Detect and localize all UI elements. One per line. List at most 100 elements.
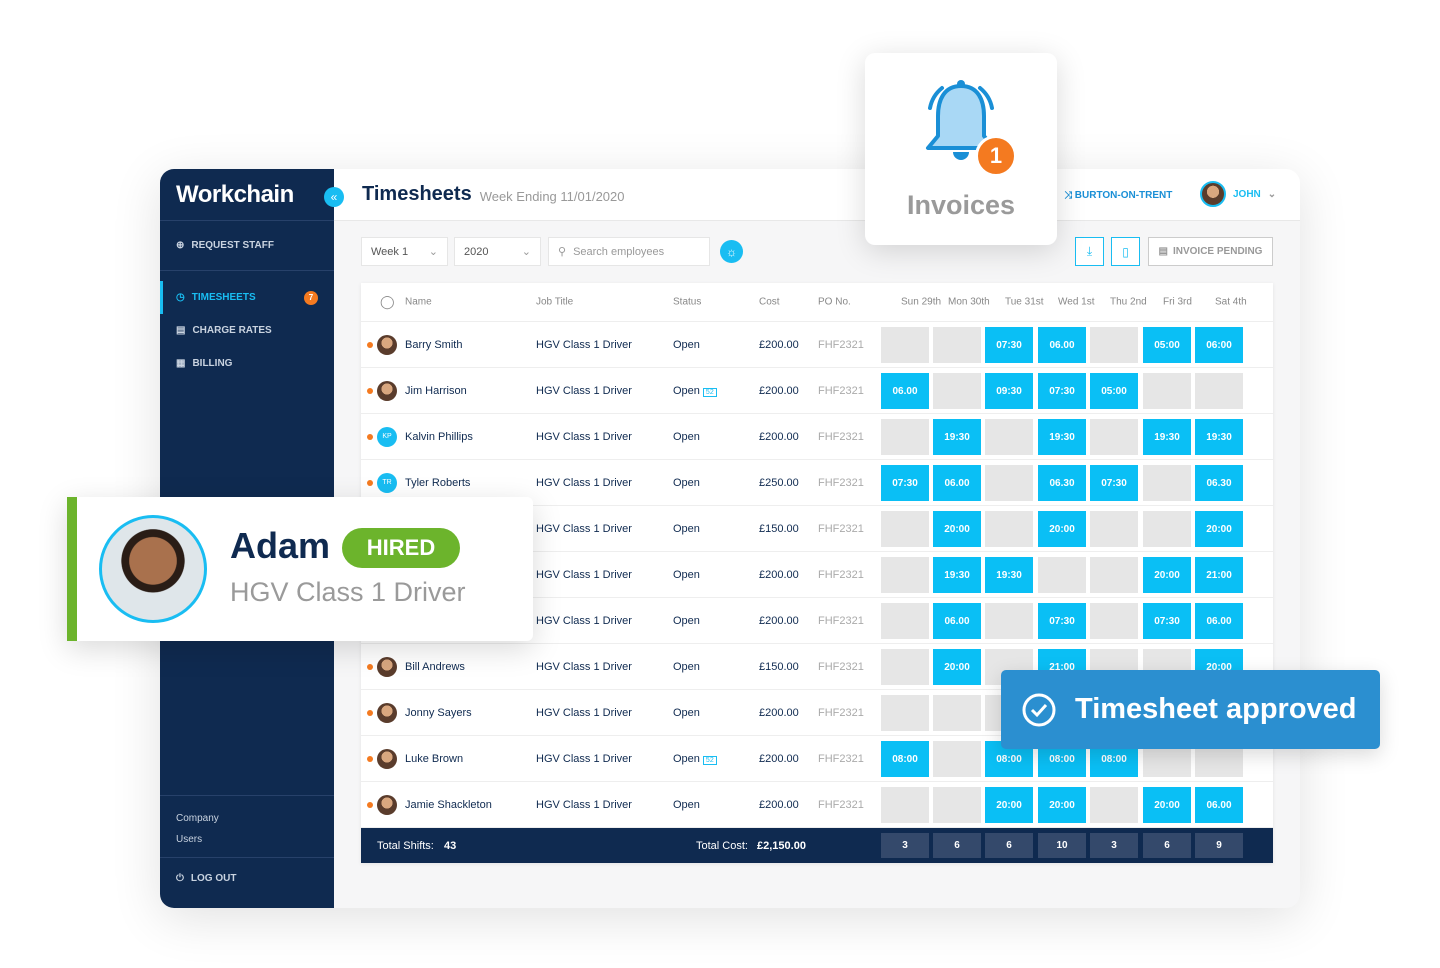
shift-cell[interactable]: 19:30	[933, 557, 981, 593]
shift-cell[interactable]: 06.00	[1195, 603, 1243, 639]
shift-cell[interactable]: 20:00	[985, 787, 1033, 823]
hired-candidate-card[interactable]: Adam HIRED HGV Class 1 Driver	[67, 497, 533, 641]
shift-cell[interactable]: 07:30	[881, 465, 929, 501]
shift-cell[interactable]	[933, 741, 981, 777]
shift-cell[interactable]	[881, 419, 929, 455]
search-input[interactable]: ⚲ Search employees	[548, 237, 710, 266]
select-all-checkbox[interactable]: ◯	[380, 294, 395, 309]
year-select[interactable]: 2020 ⌄	[454, 237, 541, 266]
shift-cell[interactable]: 20:00	[1143, 557, 1191, 593]
shift-cell[interactable]: 07:30	[985, 327, 1033, 363]
shift-cell[interactable]: 20:00	[933, 649, 981, 685]
shift-cell[interactable]: 07:30	[1090, 465, 1138, 501]
sidebar-company-link[interactable]: Company	[176, 813, 219, 824]
column-header-name[interactable]: Name	[405, 296, 432, 308]
shift-cell[interactable]: 20:00	[1038, 787, 1086, 823]
shift-cell[interactable]	[1090, 787, 1138, 823]
lightbulb-button[interactable]: ☼	[720, 240, 743, 263]
shift-cell[interactable]: 19:30	[1143, 419, 1191, 455]
shift-cell[interactable]	[1143, 511, 1191, 547]
shift-cell[interactable]	[1143, 373, 1191, 409]
shift-cell[interactable]	[881, 511, 929, 547]
employee-name[interactable]: Barry Smith	[405, 338, 463, 351]
invoice-pending-button[interactable]: ▤ INVOICE PENDING	[1148, 237, 1273, 266]
shift-cell[interactable]	[881, 327, 929, 363]
sidebar-item-timesheets[interactable]: ◷ TIMESHEETS 7	[160, 281, 334, 314]
shift-cell[interactable]: 07:30	[1038, 373, 1086, 409]
table-row[interactable]: HGV Class 1 Driver Open £150.00 FHF2321 20:0…	[361, 506, 1273, 552]
table-row[interactable]: Jim Harrison HGV Class 1 Driver Open 52 £200…	[361, 368, 1273, 414]
shift-cell[interactable]	[985, 419, 1033, 455]
shift-cell[interactable]	[933, 695, 981, 731]
shift-cell[interactable]: 06.00	[933, 603, 981, 639]
shift-cell[interactable]	[881, 603, 929, 639]
collapse-sidebar-button[interactable]: «	[324, 187, 344, 207]
shift-cell[interactable]	[1090, 327, 1138, 363]
shift-cell[interactable]	[985, 465, 1033, 501]
shift-cell[interactable]: 05:00	[1090, 373, 1138, 409]
invoices-notification-card[interactable]: 1 Invoices	[865, 53, 1057, 245]
shift-cell[interactable]: 08:00	[881, 741, 929, 777]
shift-cell[interactable]: 20:00	[1195, 511, 1243, 547]
employee-name[interactable]: Jim Harrison	[405, 384, 467, 397]
sidebar-item-charge-rates[interactable]: ▤ CHARGE RATES	[160, 314, 334, 347]
shift-cell[interactable]: 19:30	[985, 557, 1033, 593]
shift-cell[interactable]: 19:30	[933, 419, 981, 455]
sidebar-item-request-staff[interactable]: ⊕ REQUEST STAFF	[160, 229, 334, 262]
shift-cell[interactable]	[985, 603, 1033, 639]
shift-cell[interactable]	[985, 511, 1033, 547]
shift-cell[interactable]: 20:00	[933, 511, 981, 547]
user-menu[interactable]: JOHN ⌄	[1200, 181, 1276, 207]
shift-cell[interactable]	[881, 649, 929, 685]
shift-cell[interactable]: 05:00	[1143, 327, 1191, 363]
sidebar-item-billing[interactable]: ▦ BILLING	[160, 347, 334, 380]
shift-cell[interactable]: 06.30	[1038, 465, 1086, 501]
sidebar-users-link[interactable]: Users	[176, 834, 203, 845]
download-button[interactable]: ⤓	[1075, 237, 1104, 266]
column-header-po[interactable]: PO No.	[818, 296, 851, 308]
employee-name[interactable]: Bill Andrews	[405, 660, 465, 673]
table-row[interactable]: TR Tyler Roberts HGV Class 1 Driver Open £25…	[361, 460, 1273, 506]
shift-cell[interactable]: 20:00	[1038, 511, 1086, 547]
table-row[interactable]: Jamie Shackleton HGV Class 1 Driver Open £2…	[361, 782, 1273, 828]
shift-cell[interactable]	[881, 695, 929, 731]
shift-cell[interactable]: 09:30	[985, 373, 1033, 409]
shift-cell[interactable]	[1038, 557, 1086, 593]
shift-cell[interactable]: 06.00	[1038, 327, 1086, 363]
shift-cell[interactable]: 21:00	[1195, 557, 1243, 593]
shift-cell[interactable]	[933, 327, 981, 363]
column-header-job-title[interactable]: Job Title	[536, 296, 574, 308]
shift-cell[interactable]	[933, 787, 981, 823]
shift-cell[interactable]: 19:30	[1195, 419, 1243, 455]
shift-cell[interactable]	[1090, 419, 1138, 455]
shift-cell[interactable]	[1090, 557, 1138, 593]
week-select[interactable]: Week 1 ⌄	[361, 237, 448, 266]
shift-cell[interactable]: 06:00	[1195, 327, 1243, 363]
table-row[interactable]: KP Kalvin Phillips HGV Class 1 Driver Open £…	[361, 414, 1273, 460]
employee-name[interactable]: Jamie Shackleton	[405, 798, 492, 811]
shift-cell[interactable]: 06.30	[1195, 465, 1243, 501]
column-header-cost[interactable]: Cost	[759, 296, 780, 308]
shift-cell[interactable]: 06.00	[933, 465, 981, 501]
shift-cell[interactable]: 07:30	[1143, 603, 1191, 639]
shift-cell[interactable]	[933, 373, 981, 409]
shift-cell[interactable]: 19:30	[1038, 419, 1086, 455]
column-header-status[interactable]: Status	[673, 296, 702, 308]
table-row[interactable]: Barry Smith HGV Class 1 Driver Open £200.00…	[361, 322, 1273, 368]
shift-cell[interactable]	[1195, 373, 1243, 409]
shift-cell[interactable]	[1143, 465, 1191, 501]
shift-cell[interactable]	[881, 557, 929, 593]
logout-button[interactable]: ⏻ LOG OUT	[160, 857, 334, 893]
shift-cell[interactable]: 06.00	[881, 373, 929, 409]
shift-cell[interactable]	[1090, 603, 1138, 639]
location-switcher[interactable]: ⤨ BURTON-ON-TRENT	[1064, 190, 1172, 201]
employee-name[interactable]: Kalvin Phillips	[405, 430, 473, 443]
employee-name[interactable]: Tyler Roberts	[405, 476, 471, 489]
export-file-button[interactable]: ▯	[1111, 237, 1140, 266]
shift-cell[interactable]: 07:30	[1038, 603, 1086, 639]
employee-name[interactable]: Jonny Sayers	[405, 706, 472, 719]
shift-cell[interactable]	[881, 787, 929, 823]
shift-cell[interactable]	[1090, 511, 1138, 547]
shift-cell[interactable]: 06.00	[1195, 787, 1243, 823]
table-row[interactable]: HGV Class 1 Driver Open £200.00 FHF2321 19:3…	[361, 552, 1273, 598]
